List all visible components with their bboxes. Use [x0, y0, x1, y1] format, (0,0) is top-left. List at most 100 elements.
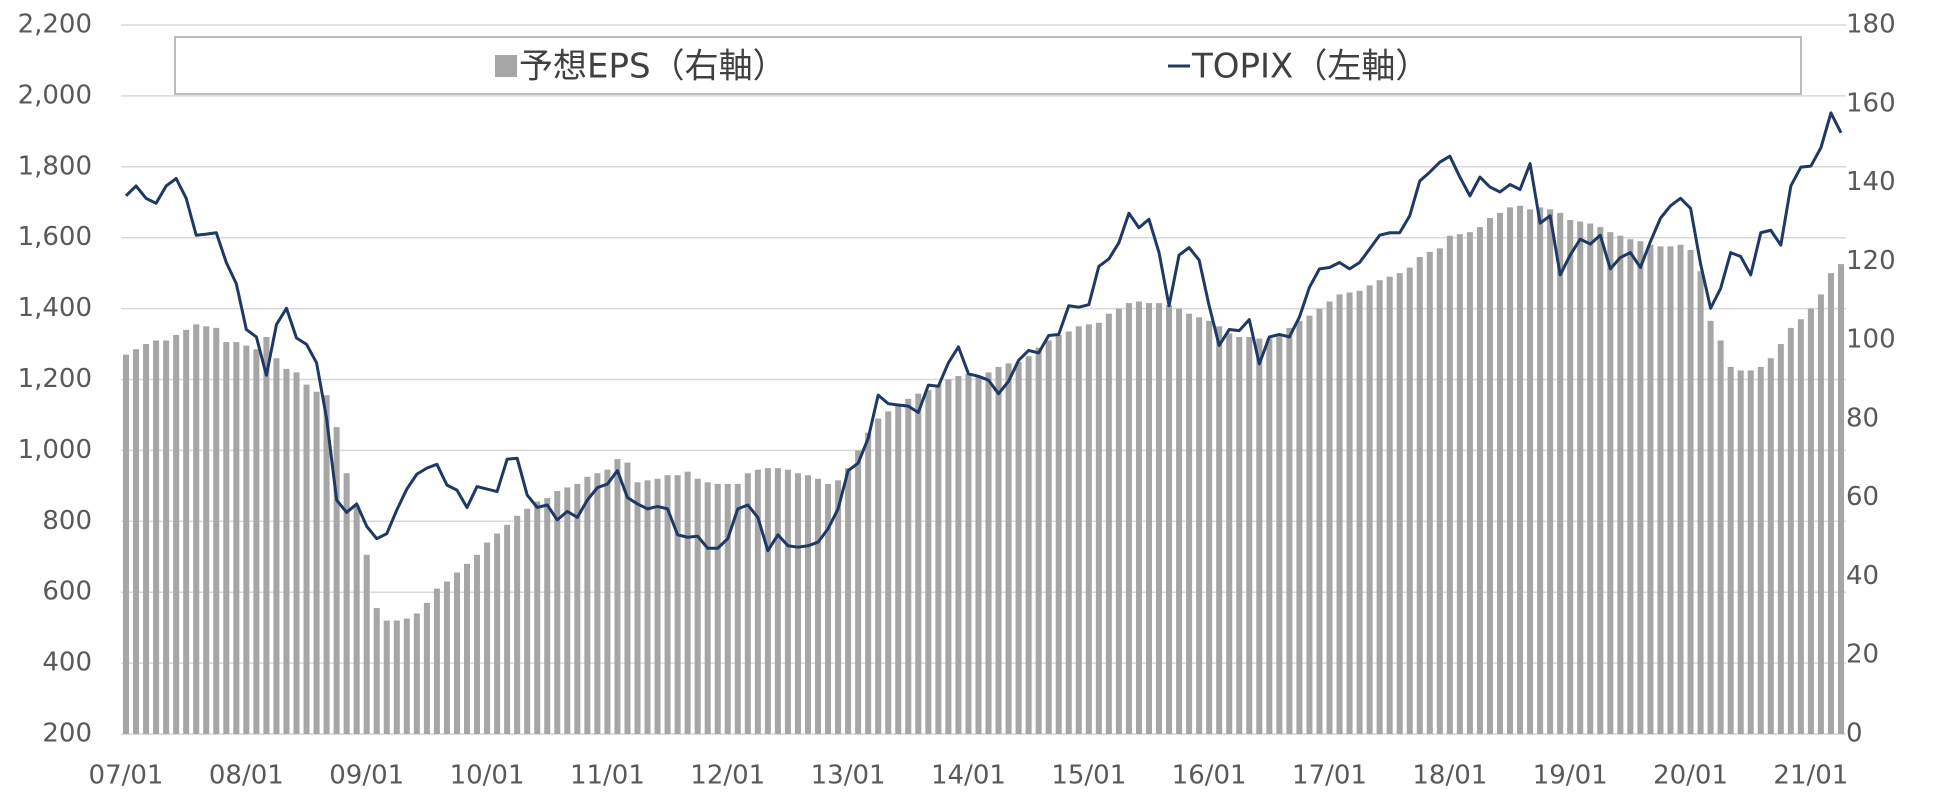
y2-tick-label: 80 [1846, 403, 1879, 433]
bar [835, 480, 842, 734]
bar [1145, 303, 1152, 734]
bar [1156, 303, 1163, 734]
bar [1296, 320, 1303, 734]
bar [1406, 267, 1413, 734]
bar [1065, 331, 1072, 734]
bar [1797, 319, 1804, 734]
bar [484, 542, 491, 734]
y2-tick-label: 160 [1846, 88, 1896, 118]
bar [323, 395, 330, 734]
bar [644, 480, 651, 734]
bar [694, 478, 701, 734]
bar [744, 473, 751, 734]
bar [554, 490, 561, 734]
bar [1386, 276, 1393, 734]
bar [1486, 218, 1493, 734]
bar [393, 620, 400, 734]
bar [855, 450, 862, 734]
bar [975, 375, 982, 734]
bar [1166, 305, 1173, 734]
y-tick-label: 800 [42, 506, 92, 536]
bar [1085, 324, 1092, 734]
bar [1466, 232, 1473, 735]
bar [1727, 366, 1734, 734]
bar [885, 411, 892, 734]
bar [223, 342, 230, 734]
x-tick-label: 15/01 [1051, 761, 1126, 791]
bar [564, 487, 571, 734]
y-tick-label: 1,600 [18, 222, 92, 252]
x-tick-label: 16/01 [1172, 761, 1247, 791]
bar [143, 344, 150, 734]
bar [995, 366, 1002, 734]
bar [804, 475, 811, 734]
bar [403, 618, 410, 734]
bar [1226, 333, 1233, 734]
bar [1015, 361, 1022, 734]
bar [524, 508, 531, 734]
bar [895, 404, 902, 734]
bar [624, 462, 631, 734]
bar [1507, 207, 1514, 735]
bar [544, 498, 551, 734]
y2-tick-label: 180 [1846, 10, 1896, 40]
bar [845, 468, 852, 734]
bar [163, 340, 170, 734]
bar [1286, 327, 1293, 734]
bar [1366, 285, 1373, 734]
bar [594, 473, 601, 734]
bar [764, 468, 771, 734]
bar [614, 459, 621, 734]
bar [1075, 326, 1082, 734]
bar [1567, 219, 1574, 735]
bar [1547, 209, 1554, 735]
y2-tick-label: 60 [1846, 482, 1879, 512]
bar [1456, 234, 1463, 734]
bar [1707, 320, 1714, 734]
bar [1677, 244, 1684, 735]
bar [433, 588, 440, 734]
bar [1697, 271, 1704, 734]
bar [985, 372, 992, 734]
bar [875, 418, 882, 734]
bar [153, 340, 160, 734]
bar [1617, 235, 1624, 734]
y-tick-label: 2,000 [18, 80, 92, 110]
bar [1045, 340, 1052, 734]
bar [293, 372, 300, 734]
bar [1396, 273, 1403, 734]
bar [133, 349, 140, 734]
bar [1747, 370, 1754, 734]
y-tick-label: 1,200 [18, 364, 92, 394]
y-tick-label: 2,200 [18, 10, 92, 40]
legend-swatch [495, 55, 517, 77]
bar [1537, 207, 1544, 735]
bar [754, 469, 761, 734]
bar [213, 327, 220, 734]
bar [634, 482, 641, 734]
y-tick-label: 200 [42, 719, 92, 749]
bar [423, 602, 430, 734]
bar [463, 563, 471, 734]
bar [1376, 280, 1383, 734]
bar [453, 572, 460, 734]
bar [1597, 227, 1604, 734]
bar [1356, 290, 1363, 734]
bar [1607, 232, 1614, 735]
bar [1336, 294, 1343, 734]
bar [654, 478, 661, 734]
bar [1767, 358, 1774, 734]
bar [1346, 292, 1353, 734]
bar [1095, 322, 1102, 734]
bar [915, 393, 922, 734]
bar [504, 524, 511, 734]
legend-label: TOPIX（左軸） [1191, 47, 1429, 87]
legend-box [174, 36, 1802, 95]
bar [313, 391, 320, 734]
line [124, 111, 1843, 553]
bar [1587, 223, 1594, 734]
bar [1266, 338, 1273, 734]
bar [865, 432, 872, 734]
y2-tick-label: 100 [1846, 325, 1896, 355]
bar [1496, 212, 1504, 734]
